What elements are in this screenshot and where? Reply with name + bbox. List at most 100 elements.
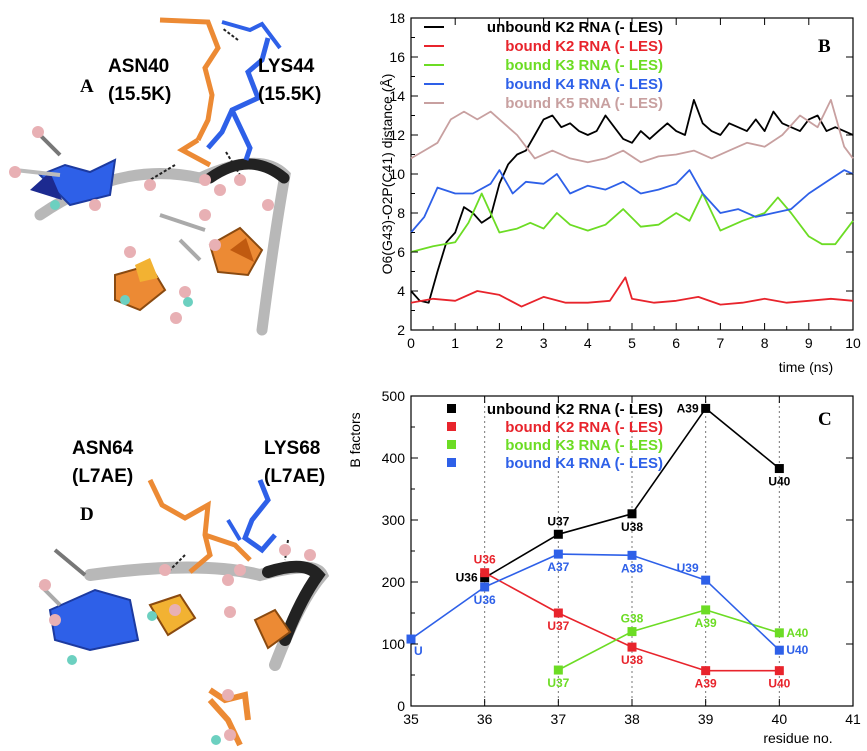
chartB-xtick-label: 3 [540, 335, 548, 351]
chartB-xtick-label: 8 [761, 335, 769, 351]
panel-letter-d: D [80, 504, 94, 525]
chartC-ytick-label: 0 [397, 698, 405, 714]
chartC-legend-swatch-1 [447, 422, 456, 431]
chartB-ytick-label: 6 [397, 244, 405, 260]
chartC-point-label: A39 [695, 677, 717, 691]
chartB-xtick-label: 2 [496, 335, 504, 351]
chartC-xtick-label: 38 [624, 711, 640, 727]
chartB-ytick-label: 12 [389, 127, 405, 143]
chartB-legend-label-0: unbound K2 RNA (- LES) [487, 19, 663, 36]
chartB-ytick-label: 2 [397, 322, 405, 338]
chartB-xtick-label: 0 [407, 335, 415, 351]
chartC-ytick-label: 200 [382, 574, 406, 590]
chartB-ytick-label: 18 [389, 10, 405, 26]
chartB-ytick-label: 8 [397, 205, 405, 221]
chartC-xtick-label: 37 [551, 711, 567, 727]
chartB-xtick-label: 6 [672, 335, 680, 351]
chartC-data-point [553, 608, 563, 618]
chartC-ytick-label: 100 [382, 636, 406, 652]
chartC-point-label: A39 [695, 616, 717, 630]
chartC-data-point [701, 403, 711, 413]
chartB-series-line-2 [410, 192, 854, 253]
chartC-ytick-label: 300 [382, 512, 406, 528]
chartC-data-point [701, 666, 711, 676]
residue-label-asn40: ASN40 [108, 56, 169, 77]
chartC-xtick-label: 41 [845, 711, 861, 727]
chartC-data-point [627, 627, 637, 637]
chartB-xtick-label: 4 [584, 335, 592, 351]
chartC-point-label: U37 [547, 619, 569, 633]
chartC-point-label: U38 [621, 520, 643, 534]
chartC-legend-label-1: bound K2 RNA (- LES) [505, 419, 663, 436]
chartB-series-line-4 [410, 99, 854, 164]
chartB-ytick-label: 4 [397, 283, 405, 299]
chart-c-ylabel: B factors [347, 412, 363, 467]
chartC-data-point [774, 645, 784, 655]
chartC-data-point [553, 529, 563, 539]
chartC-ytick-label: 500 [382, 388, 406, 404]
chartB-legend-label-4: bound K5 RNA (- LES) [505, 95, 663, 112]
chartC-point-label: U38 [621, 653, 643, 667]
chartC-ytick-label: 400 [382, 450, 406, 466]
chartC-series-line-2 [557, 609, 780, 671]
chartC-point-label: U36 [456, 571, 478, 585]
chartB-ytick-label: 10 [389, 166, 405, 182]
chartC-legend-swatch-3 [447, 458, 456, 467]
chartB-ytick-label: 14 [389, 88, 405, 104]
chartB-xtick-label: 7 [717, 335, 725, 351]
residue-label-lys68: LYS68 [264, 438, 320, 459]
chartC-point-label: A38 [621, 561, 643, 575]
chartC-xtick-label: 39 [698, 711, 714, 727]
chartC-data-point [774, 628, 784, 638]
chartB-xtick-label: 1 [451, 335, 459, 351]
chart-c-xlabel: residue no. [763, 730, 832, 746]
chart-b-frame [410, 17, 854, 331]
residue-sublabel-lys68: (L7AE) [264, 466, 325, 487]
chartC-legend-swatch-2 [447, 440, 456, 449]
chartB-xtick-label: 5 [628, 335, 636, 351]
chartC-data-point [480, 582, 490, 592]
chartC-data-point [480, 568, 490, 578]
chartB-series-line-0 [410, 99, 854, 304]
chartC-data-point [774, 464, 784, 474]
chartB-xtick-label: 9 [805, 335, 813, 351]
chartC-legend-label-2: bound K3 RNA (- LES) [505, 437, 663, 454]
chartC-point-label: A37 [547, 560, 569, 574]
chartB-xtick-label: 10 [845, 335, 861, 351]
chartC-point-label: U37 [547, 676, 569, 690]
chartC-data-point [627, 642, 637, 652]
residue-label-lys44: LYS44 [258, 56, 315, 77]
chartC-point-label: U39 [677, 561, 699, 575]
chartB-ytick-label: 16 [389, 49, 405, 65]
panel-letter-b: B [818, 36, 831, 57]
chartC-point-label: U40 [786, 643, 808, 657]
residue-sublabel-lys44: (15.5K) [258, 84, 321, 105]
molecule-a-illustration [9, 17, 291, 336]
chartC-point-label: U36 [474, 593, 496, 607]
chartC-data-point [480, 573, 490, 583]
chartC-point-label: U40 [768, 475, 790, 489]
chart-b-ylabel: O6(G43)-O2P(C41) distance (Å) [379, 74, 395, 275]
molecule-panel-a: A ASN40 (15.5K) LYS44 (15.5K) [9, 17, 321, 336]
chartC-data-point [627, 509, 637, 519]
chartC-point-label: A39 [677, 401, 699, 415]
chartC-data-point [627, 550, 637, 560]
chartB-legend-label-1: bound K2 RNA (- LES) [505, 38, 663, 55]
chartC-xtick-label: 36 [477, 711, 493, 727]
chartC-data-point [553, 665, 563, 675]
chartC-point-label: U40 [768, 677, 790, 691]
chartC-data-point [553, 549, 563, 559]
chartB-legend-label-2: bound K3 RNA (- LES) [505, 57, 663, 74]
panel-letter-c: C [818, 409, 832, 430]
chartC-point-label: G38 [621, 612, 644, 626]
chartC-data-point [406, 634, 416, 644]
molecule-d-illustration [38, 478, 330, 747]
molecule-panel-d: D ASN64 (L7AE) LYS68 (L7AE) [38, 438, 330, 747]
residue-sublabel-asn40: (15.5K) [108, 84, 171, 105]
chartC-xtick-label: 40 [772, 711, 788, 727]
chartC-data-point [701, 575, 711, 585]
residue-label-asn64: ASN64 [72, 438, 134, 459]
